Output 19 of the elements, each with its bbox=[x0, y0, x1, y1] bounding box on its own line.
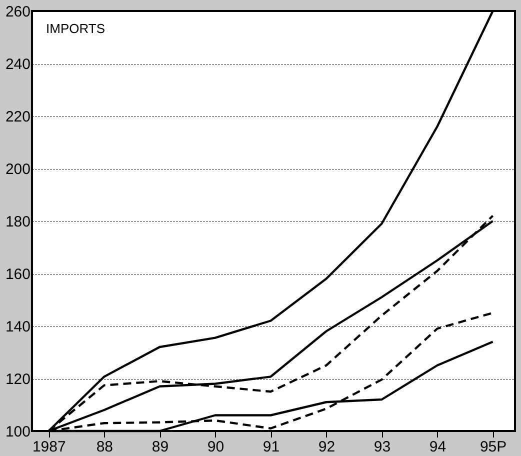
y-tick-label: 160 bbox=[5, 266, 30, 283]
x-tick-label: 88 bbox=[96, 438, 114, 456]
y-tick-label: 220 bbox=[5, 108, 30, 126]
x-tick-label: 89 bbox=[152, 438, 169, 456]
x-tick-label: 93 bbox=[374, 438, 391, 456]
x-tick-label: 91 bbox=[262, 438, 280, 456]
x-tick-label: 95P bbox=[480, 438, 507, 456]
x-tick-label: 92 bbox=[318, 438, 336, 456]
y-tick-label: 260 bbox=[5, 4, 30, 20]
y-tick-label: 100 bbox=[5, 424, 30, 440]
y-tick-label: 120 bbox=[5, 371, 30, 388]
y-tick-label: 240 bbox=[5, 56, 30, 73]
text: IMPORTS bbox=[46, 21, 106, 36]
y-tick-label: 200 bbox=[5, 161, 30, 178]
y-tick-label: 180 bbox=[5, 214, 30, 230]
x-tick-label: 94 bbox=[429, 438, 446, 456]
y-tick-label: 140 bbox=[5, 318, 30, 336]
x-tick-label: 1987 bbox=[32, 438, 66, 456]
x-tick-label: 90 bbox=[207, 438, 224, 456]
